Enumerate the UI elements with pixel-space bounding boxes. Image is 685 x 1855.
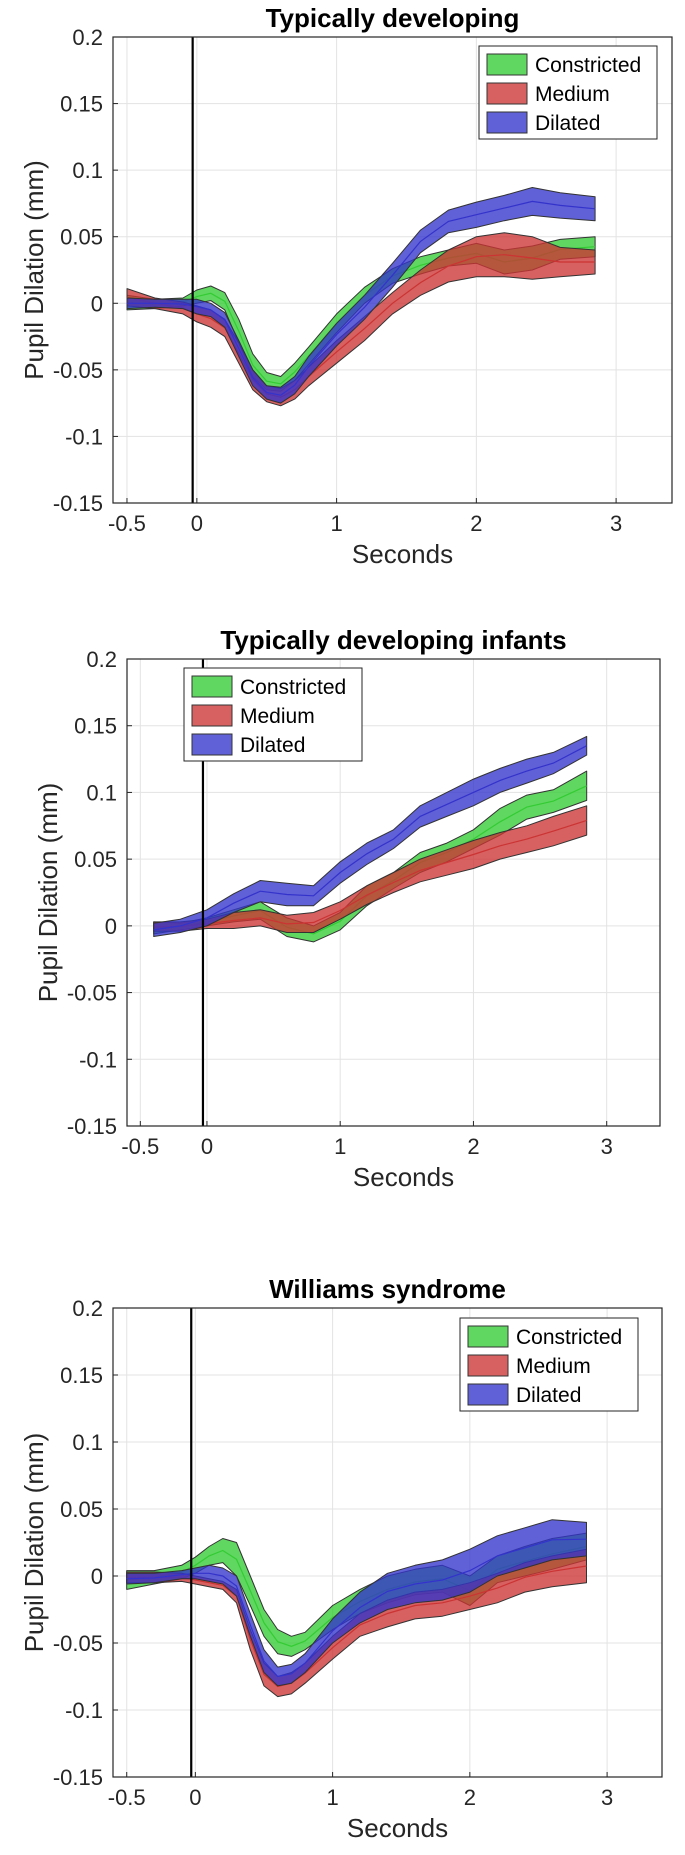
chart-2-legend: Constricted Medium Dilated: [183, 667, 363, 762]
chart-3-legend-label-dilated: Dilated: [516, 1384, 581, 1407]
chart-1-title: Typically developing: [266, 3, 520, 33]
chart-1-axes-box: [112, 36, 673, 504]
chart-1-xtick-label: 2: [470, 511, 482, 536]
chart-1-ytick-label: -0.15: [53, 491, 103, 516]
chart-1-ytick-label: 0.2: [72, 25, 103, 50]
chart-1-legend-swatch-dilated: [486, 111, 528, 134]
chart-1-xtick-label: 3: [610, 511, 622, 536]
chart-2: -0.5 0 1 2 3 0.2 0.15 0.1 0.05 0 -0.05 -0.1 -0.15 Sec…: [33, 625, 661, 1192]
chart-1-legend-label-medium: Medium: [535, 83, 610, 106]
chart-2-xtick-label: -0.5: [121, 1134, 159, 1159]
chart-2-series-medium-mean-line: [153, 819, 587, 928]
chart-1-xlabel: Seconds: [352, 539, 453, 569]
chart-2-series-dilated-band: [153, 735, 588, 937]
chart-1-ytick-label: 0.15: [60, 92, 103, 117]
chart-2-series-medium-band: [153, 805, 588, 933]
chart-2-xtick-label: 0: [201, 1134, 213, 1159]
chart-1-series-dilated-mean-line: [127, 200, 596, 396]
chart-1: -0.5 0 1 2 3 0.2 0.15 0.1 0.05 0 -0.05 -0.1 -0.15 Sec…: [19, 3, 673, 569]
chart-2-legend-swatch-medium: [191, 704, 233, 727]
chart-3-legend-swatch-dilated: [467, 1383, 509, 1406]
chart-2-series-dilated: [153, 735, 588, 937]
chart-3-ytick-label: -0.05: [53, 1631, 103, 1656]
chart-2-ytick-label: -0.05: [67, 981, 117, 1006]
chart-3-series-dilated-mean-line: [126, 1538, 587, 1678]
chart-1-ytick-label: -0.1: [65, 424, 103, 449]
chart-3-xtick-label: 0: [189, 1785, 201, 1810]
chart-3-xtick-label: -0.5: [108, 1785, 146, 1810]
chart-3-ytick-label: 0.2: [72, 1296, 103, 1321]
chart-2-axes-box: [126, 658, 661, 1127]
chart-1-legend: Constricted Medium Dilated: [478, 45, 658, 140]
chart-1-series-dilated: [126, 187, 596, 404]
chart-2-series-dilated-mean-line: [153, 745, 587, 931]
chart-2-legend-label-medium: Medium: [240, 705, 315, 728]
chart-2-xtick-label: 2: [467, 1134, 479, 1159]
chart-3-ytick-label: 0: [91, 1564, 103, 1589]
chart-3-legend-label-medium: Medium: [516, 1355, 591, 1378]
chart-3-ytick-label: 0.05: [60, 1497, 103, 1522]
chart-3-ytick-label: 0.15: [60, 1363, 103, 1388]
chart-1-ytick-label: 0.1: [72, 158, 103, 183]
chart-3-title: Williams syndrome: [269, 1274, 506, 1304]
chart-3-ytick-label: 0.1: [72, 1430, 103, 1455]
chart-2-ytick-label: 0.05: [74, 847, 117, 872]
chart-2-title: Typically developing infants: [220, 625, 566, 655]
chart-2-xtick-label: 1: [334, 1134, 346, 1159]
chart-1-xtick-label: 0: [191, 511, 203, 536]
chart-3-ytick-label: -0.15: [53, 1765, 103, 1790]
chart-2-legend-label-constricted: Constricted: [240, 676, 346, 699]
chart-2-legend-label-dilated: Dilated: [240, 734, 305, 757]
chart-3-ylabel: Pupil Dilation (mm): [19, 1433, 49, 1653]
chart-3-xtick-label: 1: [326, 1785, 338, 1810]
chart-1-legend-label-dilated: Dilated: [535, 112, 600, 135]
chart-3-series-dilated-band: [126, 1519, 587, 1687]
chart-2-ytick-label: 0.2: [86, 647, 117, 672]
chart-2-series-medium: [153, 805, 588, 933]
chart-1-xtick-label: -0.5: [108, 511, 146, 536]
chart-3-legend-swatch-constricted: [467, 1325, 509, 1348]
chart-2-xlabel: Seconds: [353, 1162, 454, 1192]
chart-1-ylabel: Pupil Dilation (mm): [19, 160, 49, 380]
chart-3-ytick-label: -0.1: [65, 1698, 103, 1723]
chart-3-series-dilated: [126, 1519, 587, 1687]
chart-2-ytick-label: 0: [105, 914, 117, 939]
chart-2-ytick-label: 0.15: [74, 714, 117, 739]
chart-1-legend-label-constricted: Constricted: [535, 54, 641, 77]
chart-1-ytick-label: 0: [91, 291, 103, 316]
chart-1-legend-swatch-constricted: [486, 53, 528, 76]
chart-2-legend-swatch-constricted: [191, 675, 233, 698]
chart-1-legend-swatch-medium: [486, 82, 528, 105]
chart-2-xtick-label: 3: [601, 1134, 613, 1159]
chart-3-xtick-label: 2: [464, 1785, 476, 1810]
chart-2-ytick-label: 0.1: [86, 780, 117, 805]
chart-3: -0.5 0 1 2 3 0.2 0.15 0.1 0.05 0 -0.05 -0.1 -0.15 Sec…: [19, 1274, 663, 1843]
chart-2-ylabel: Pupil Dilation (mm): [33, 783, 63, 1003]
chart-3-legend-label-constricted: Constricted: [516, 1326, 622, 1349]
chart-2-legend-swatch-dilated: [191, 733, 233, 756]
chart-1-xtick-label: 1: [330, 511, 342, 536]
chart-2-ytick-label: -0.15: [67, 1114, 117, 1139]
chart-1-ytick-label: 0.05: [60, 225, 103, 250]
chart-3-xtick-label: 3: [601, 1785, 613, 1810]
chart-1-series-dilated-band: [126, 187, 596, 404]
chart-3-axes-box: [112, 1307, 663, 1778]
chart-3-legend-swatch-medium: [467, 1354, 509, 1377]
chart-3-legend: Constricted Medium Dilated: [459, 1317, 639, 1412]
chart-3-xlabel: Seconds: [347, 1813, 448, 1843]
chart-2-ytick-label: -0.1: [79, 1047, 117, 1072]
chart-1-ytick-label: -0.05: [53, 358, 103, 383]
